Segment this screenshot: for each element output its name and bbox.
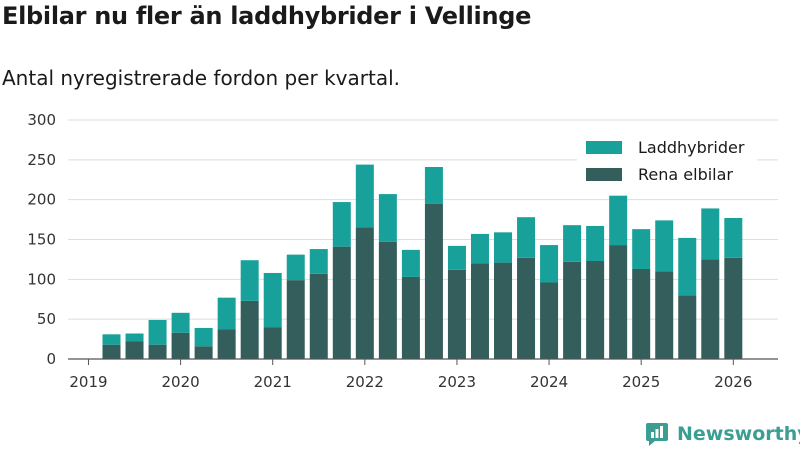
bar-laddhybrider <box>194 327 213 347</box>
bar-rena-elbilar <box>540 282 559 359</box>
bar-rena-elbilar <box>286 280 305 359</box>
bar-rena-elbilar <box>309 273 328 359</box>
bar-rena-elbilar <box>494 262 513 359</box>
bar-rena-elbilar <box>678 295 697 359</box>
chart-title: Elbilar nu fler än laddhybrider i Vellin… <box>2 2 532 30</box>
bar-laddhybrider <box>632 229 651 269</box>
bar-rena-elbilar <box>171 332 190 359</box>
bar-laddhybrider <box>724 217 743 258</box>
bar-rena-elbilar <box>724 257 743 359</box>
bar-laddhybrider <box>378 194 397 242</box>
legend-swatch-rena-elbilar <box>586 168 622 181</box>
bar-laddhybrider <box>586 225 605 262</box>
bar-rena-elbilar <box>263 327 282 359</box>
bar-laddhybrider <box>217 297 236 330</box>
y-tick-label: 0 <box>46 350 56 368</box>
y-tick-label: 250 <box>27 151 56 169</box>
x-tick-label: 2020 <box>161 373 199 391</box>
bar-laddhybrider <box>494 232 513 263</box>
y-tick-label: 50 <box>37 310 56 328</box>
bar-rena-elbilar <box>655 271 674 359</box>
bar-rena-elbilar <box>563 261 582 359</box>
newsworthy-logo[interactable]: Newsworthy <box>645 420 800 448</box>
bar-rena-elbilar <box>586 261 605 359</box>
legend-swatch-laddhybrider <box>586 141 622 154</box>
bar-rena-elbilar <box>470 263 489 359</box>
bar-laddhybrider <box>655 220 674 272</box>
bar-rena-elbilar <box>240 300 259 359</box>
bar-laddhybrider <box>678 237 697 296</box>
legend-label-rena-elbilar: Rena elbilar <box>638 165 733 184</box>
bar-laddhybrider <box>263 272 282 328</box>
bar-laddhybrider <box>517 217 536 258</box>
bar-rena-elbilar <box>102 344 121 359</box>
bar-laddhybrider <box>447 245 466 270</box>
x-tick-label: 2022 <box>346 373 384 391</box>
x-tick-label: 2025 <box>622 373 660 391</box>
bar-laddhybrider <box>609 195 628 246</box>
bar-rena-elbilar <box>194 346 213 359</box>
bar-laddhybrider <box>470 233 489 264</box>
x-axis-ticks: 2019 2020 2021 2022 2023 2024 2025 2026 <box>69 359 752 391</box>
bar-rena-elbilar <box>517 257 536 359</box>
bar-rena-elbilar <box>148 344 167 359</box>
bar-laddhybrider <box>102 334 121 345</box>
bar-rena-elbilar <box>355 227 374 359</box>
bar-rena-elbilar <box>332 246 351 359</box>
bar-laddhybrider <box>240 260 259 301</box>
bar-rena-elbilar <box>632 268 651 359</box>
bar-laddhybrider <box>424 167 443 204</box>
bar-laddhybrider <box>125 333 144 342</box>
bar-rena-elbilar <box>447 269 466 359</box>
bar-laddhybrider <box>540 245 559 283</box>
bar-rena-elbilar <box>424 203 443 359</box>
bar-rena-elbilar <box>701 259 720 359</box>
bar-laddhybrider <box>286 254 305 281</box>
bar-laddhybrider <box>563 225 582 262</box>
brand-name: Newsworthy <box>677 423 800 445</box>
x-tick-label: 2023 <box>438 373 476 391</box>
bars <box>102 164 743 359</box>
bar-rena-elbilar <box>401 276 420 359</box>
bar-rena-elbilar <box>125 341 144 359</box>
y-tick-label: 100 <box>27 270 56 288</box>
y-tick-label: 150 <box>27 231 56 249</box>
y-axis-ticks: 0 50 100 150 200 250 300 <box>27 111 56 368</box>
legend-label-laddhybrider: Laddhybrider <box>638 138 745 157</box>
bar-laddhybrider <box>171 312 190 333</box>
y-tick-label: 200 <box>27 191 56 209</box>
x-tick-label: 2019 <box>69 373 107 391</box>
newsworthy-icon <box>646 423 668 446</box>
bar-rena-elbilar <box>217 329 236 359</box>
x-tick-label: 2024 <box>530 373 568 391</box>
bar-laddhybrider <box>309 249 328 274</box>
bar-laddhybrider <box>148 319 167 345</box>
bar-rena-elbilar <box>378 241 397 359</box>
bar-laddhybrider <box>401 249 420 277</box>
x-tick-label: 2026 <box>714 373 752 391</box>
bar-laddhybrider <box>355 164 374 228</box>
chart-subtitle: Antal nyregistrerade fordon per kvartal. <box>2 66 401 90</box>
y-tick-label: 300 <box>27 111 56 129</box>
bar-rena-elbilar <box>609 245 628 359</box>
bar-laddhybrider <box>701 208 720 260</box>
x-tick-label: 2021 <box>254 373 292 391</box>
legend: Laddhybrider Rena elbilar <box>577 129 757 191</box>
bar-laddhybrider <box>332 202 351 247</box>
